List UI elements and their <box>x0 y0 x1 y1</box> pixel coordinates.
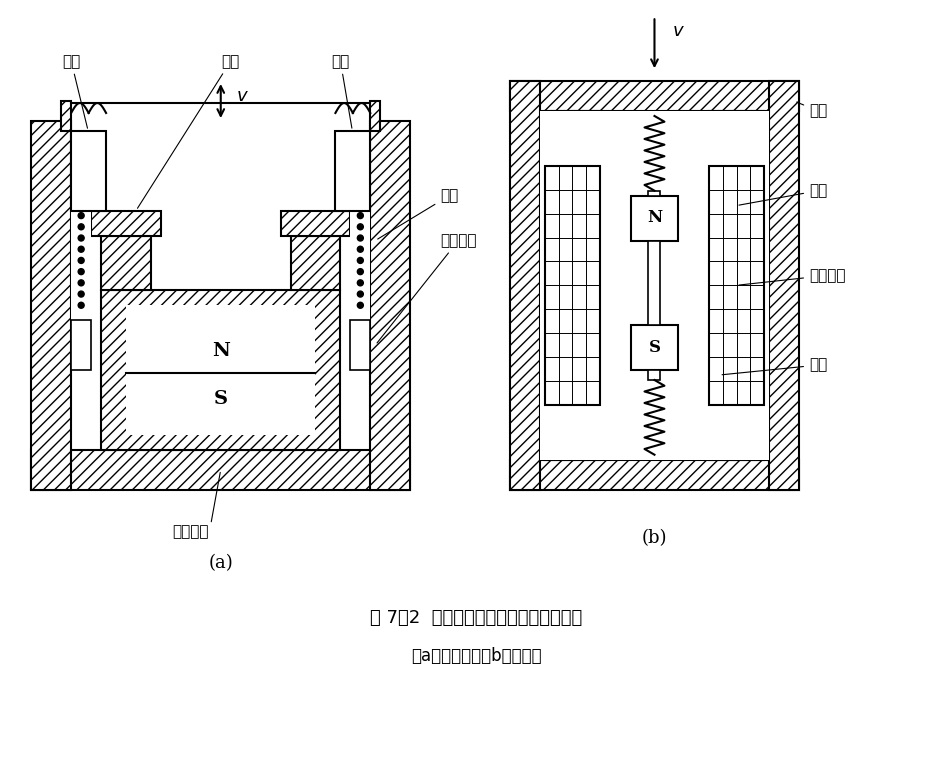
Bar <box>101 291 340 450</box>
Bar <box>71 131 106 210</box>
Text: $v$: $v$ <box>672 22 684 40</box>
Bar <box>647 241 660 325</box>
Text: (a): (a) <box>208 554 233 572</box>
Bar <box>509 81 539 490</box>
Text: （a）动圈式；（b）动铁式: （a）动圈式；（b）动铁式 <box>410 647 541 665</box>
Bar <box>91 210 161 235</box>
Text: 永久磁铁: 永久磁铁 <box>738 268 844 285</box>
Circle shape <box>78 302 84 308</box>
Bar <box>31 450 409 490</box>
Bar <box>539 111 768 460</box>
Circle shape <box>78 291 84 297</box>
Bar <box>647 370 660 380</box>
Bar <box>545 405 599 460</box>
Circle shape <box>78 257 84 263</box>
Circle shape <box>357 213 363 219</box>
Bar <box>335 131 370 210</box>
Text: N: N <box>646 209 662 226</box>
Bar <box>280 210 350 235</box>
Text: N: N <box>211 342 229 360</box>
Bar <box>630 325 678 370</box>
Circle shape <box>357 224 363 230</box>
Circle shape <box>78 269 84 275</box>
Circle shape <box>78 235 84 241</box>
Circle shape <box>357 280 363 286</box>
Bar <box>350 320 370 370</box>
Text: 图 7－2  恒磁通式磁电传感器结构原理图: 图 7－2 恒磁通式磁电传感器结构原理图 <box>369 609 582 627</box>
Bar <box>101 235 150 291</box>
Bar <box>509 81 798 111</box>
Bar <box>61 101 71 131</box>
Bar <box>31 121 71 490</box>
Bar <box>370 101 380 131</box>
Bar <box>708 165 764 405</box>
Text: 弹簧: 弹簧 <box>62 54 88 128</box>
Circle shape <box>357 291 363 297</box>
Text: $v$: $v$ <box>235 87 248 105</box>
Circle shape <box>357 257 363 263</box>
Bar <box>126 305 315 435</box>
Text: 补偿线圈: 补偿线圈 <box>377 233 476 343</box>
Circle shape <box>78 213 84 219</box>
Bar <box>370 121 409 490</box>
Bar <box>768 81 798 490</box>
Text: 极掌: 极掌 <box>137 54 240 208</box>
Bar <box>290 235 340 291</box>
Text: S: S <box>213 389 228 408</box>
Text: 壳体: 壳体 <box>796 102 826 118</box>
Bar <box>350 210 370 330</box>
Text: 磁轭: 磁轭 <box>377 188 458 239</box>
Bar <box>708 405 764 460</box>
Circle shape <box>357 246 363 252</box>
Bar <box>545 111 599 165</box>
Circle shape <box>357 235 363 241</box>
Bar <box>545 165 599 405</box>
Text: (b): (b) <box>641 530 666 547</box>
Text: S: S <box>647 339 660 356</box>
Bar <box>71 210 91 330</box>
Text: 永久磁铁: 永久磁铁 <box>172 524 208 540</box>
Bar <box>647 191 660 196</box>
Bar <box>509 460 798 490</box>
Circle shape <box>78 224 84 230</box>
Text: 线圈: 线圈 <box>738 183 826 205</box>
Circle shape <box>78 246 84 252</box>
Circle shape <box>78 280 84 286</box>
Circle shape <box>357 269 363 275</box>
Bar <box>708 111 764 165</box>
Text: 弹簧: 弹簧 <box>722 357 826 375</box>
Circle shape <box>357 302 363 308</box>
Text: 线圈: 线圈 <box>331 54 351 128</box>
Bar <box>71 320 91 370</box>
Bar <box>630 196 678 241</box>
